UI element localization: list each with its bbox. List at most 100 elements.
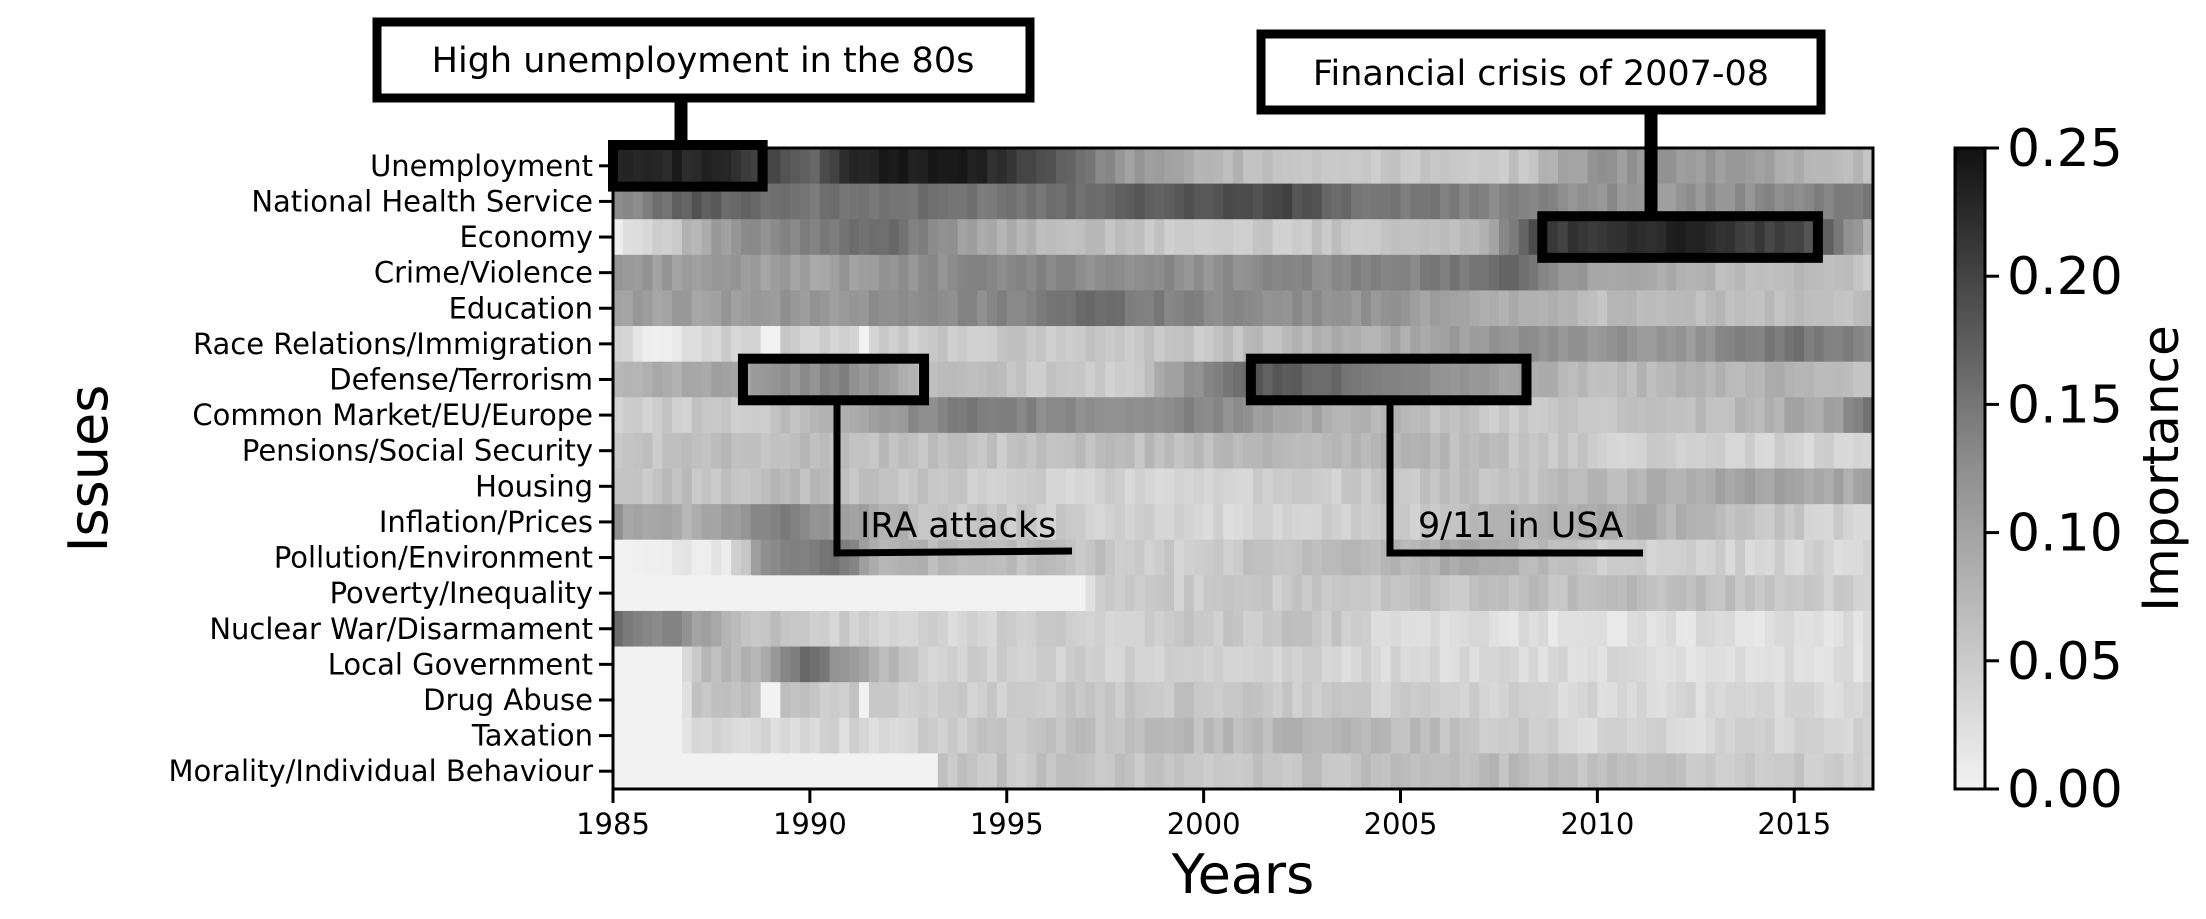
heatmap-cell [1134,219,1146,256]
heatmap-cell [1725,361,1736,398]
heatmap-cell [1725,646,1736,683]
heatmap-cell [711,682,722,719]
heatmap-cell [1705,717,1717,754]
heatmap-cell [1213,575,1224,612]
heatmap-cell [760,575,772,612]
heatmap-cell [868,361,880,398]
heatmap-cell [750,753,762,790]
heatmap-cell [1055,432,1067,469]
heatmap-cell [701,468,713,505]
heatmap-cell [1538,539,1549,576]
heatmap-cell [1006,254,1018,291]
heatmap-cell [1361,468,1372,505]
heatmap-cell [996,468,1008,505]
heatmap-cell [721,148,732,185]
heatmap-cell [1538,326,1549,363]
heatmap-cell [1833,397,1845,434]
heatmap-cell [1213,753,1224,790]
heatmap-cell [1489,148,1500,185]
heatmap-cell [1804,219,1815,256]
heatmap-cell [1124,183,1136,220]
heatmap-cell [1636,290,1648,327]
heatmap-cell [1518,575,1530,612]
heatmap-cell [1075,361,1087,398]
heatmap-cell [1754,717,1766,754]
heatmap-cell [760,290,772,327]
heatmap-cell [1016,504,1028,541]
heatmap-cell [1646,575,1658,612]
heatmap-cell [967,646,978,683]
y-tick-label: Housing [475,469,593,503]
heatmap-cell [1764,504,1776,541]
heatmap-cell [740,717,752,754]
heatmap-cell [1410,219,1421,256]
heatmap-cell [829,254,841,291]
heatmap-cell [1636,753,1648,790]
heatmap-cell [1597,646,1608,683]
heatmap-cell [1784,326,1795,363]
heatmap-cell [1272,254,1283,291]
heatmap-cell [1705,254,1717,291]
heatmap-cell [1508,610,1520,647]
heatmap-cell [1272,610,1283,647]
heatmap-cell [1351,539,1362,576]
heatmap-cell [1676,468,1687,505]
heatmap-cell [977,148,988,185]
heatmap-cell [1705,646,1717,683]
colorbar-tick-label: 0.15 [2007,375,2123,435]
heatmap-cell [928,717,939,754]
heatmap-cell [898,753,909,790]
heatmap-cell [672,610,683,647]
heatmap-cell [1735,432,1746,469]
heatmap-cell [1095,468,1106,505]
heatmap-cell [1302,646,1313,683]
heatmap-cell [642,326,653,363]
heatmap-cell [1154,575,1165,612]
heatmap-cell [1046,361,1057,398]
heatmap-cell [1420,183,1431,220]
heatmap-cell [1745,646,1756,683]
heatmap-cell [1016,361,1028,398]
heatmap-cell [1636,432,1648,469]
heatmap-cell [1311,432,1323,469]
heatmap-cell [1794,753,1805,790]
heatmap-cell [918,254,929,291]
heatmap-cell [1528,646,1539,683]
heatmap-cell [790,254,801,291]
y-tick-label: Nuclear War/Disarmament [209,612,593,646]
heatmap-cell [1813,468,1825,505]
heatmap-cell [987,326,998,363]
heatmap-cell [681,148,693,185]
heatmap-cell [1479,575,1490,612]
heatmap-cell [1646,326,1658,363]
heatmap-cell [1311,468,1323,505]
heatmap-cell [790,575,801,612]
heatmap-cell [1607,254,1618,291]
heatmap-cell [1183,646,1195,683]
heatmap-cell [613,682,624,719]
heatmap-cell [1321,183,1333,220]
heatmap-cell [1853,504,1864,541]
heatmap-cell [780,539,791,576]
heatmap-cell [740,610,752,647]
heatmap-cell [957,361,968,398]
heatmap-cell [1745,183,1756,220]
annotation-leader-line [833,400,1073,557]
heatmap-cell [1508,397,1520,434]
heatmap-cell [1223,575,1234,612]
heatmap-cell [878,717,890,754]
heatmap-cell [918,504,929,541]
heatmap-cell [859,254,870,291]
heatmap-cell [731,610,742,647]
heatmap-cell [1469,290,1480,327]
heatmap-cell [652,290,663,327]
heatmap-cell [1863,610,1874,647]
heatmap-cell [1518,753,1530,790]
heatmap-cell [1636,504,1648,541]
heatmap-cell [1745,326,1756,363]
heatmap-cell [1351,682,1362,719]
heatmap-cell [1390,575,1402,612]
heatmap-cell [1292,575,1303,612]
heatmap-cell [1548,682,1559,719]
heatmap-cell [1685,610,1697,647]
